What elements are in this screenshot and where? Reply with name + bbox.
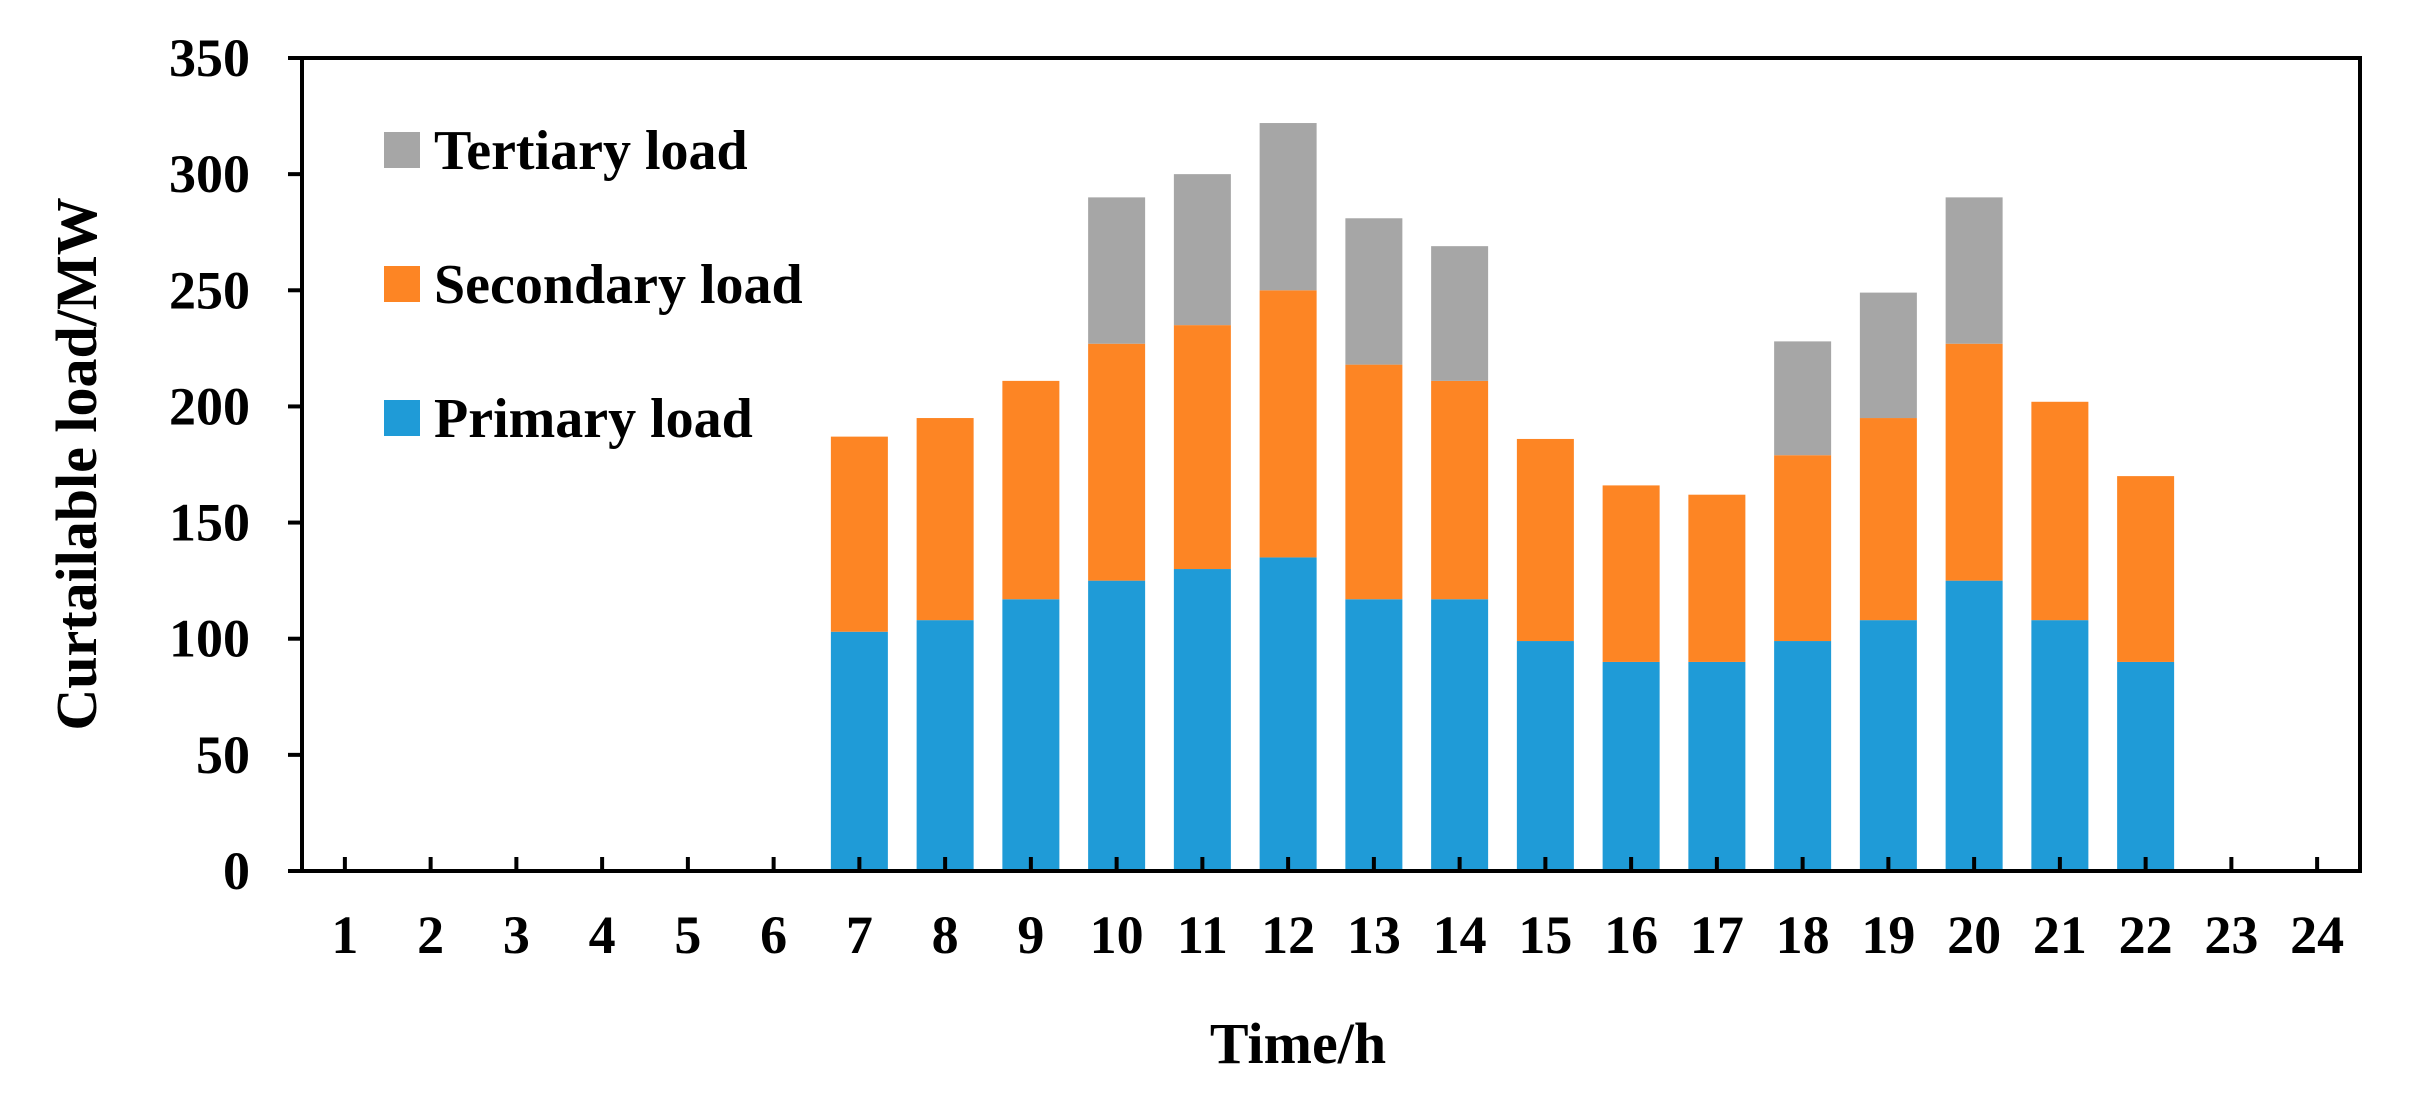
x-tick-label: 14 <box>1433 905 1487 965</box>
bar-tertiary-load-19 <box>1859 292 1917 419</box>
bar-secondary-load-22 <box>2117 476 2175 662</box>
x-tick-label: 9 <box>1017 905 1044 965</box>
x-tick-label: 2 <box>417 905 444 965</box>
bar-tertiary-load-20 <box>1945 197 2003 344</box>
legend-swatch-tertiary-load <box>384 132 420 168</box>
y-tick-label: 0 <box>223 841 250 901</box>
x-tick-label: 13 <box>1347 905 1401 965</box>
y-tick-label: 50 <box>196 725 250 785</box>
bar-secondary-load-14 <box>1431 380 1489 600</box>
bar-secondary-load-10 <box>1088 343 1146 581</box>
bars-layer <box>830 123 2175 871</box>
bar-secondary-load-19 <box>1859 418 1917 621</box>
x-tick-label: 1 <box>331 905 358 965</box>
y-tick-label: 350 <box>169 28 250 88</box>
bar-tertiary-load-11 <box>1173 174 1231 326</box>
bar-primary-load-8 <box>916 620 974 871</box>
bar-primary-load-19 <box>1859 620 1917 871</box>
bar-primary-load-14 <box>1431 599 1489 871</box>
bar-secondary-load-21 <box>2031 401 2089 621</box>
legend-label-primary-load: Primary load <box>434 388 753 450</box>
plot-area-frame <box>300 56 2362 873</box>
bar-tertiary-load-18 <box>1774 341 1832 456</box>
bar-primary-load-12 <box>1259 557 1317 871</box>
x-tick-label: 16 <box>1604 905 1658 965</box>
bar-secondary-load-9 <box>1002 380 1060 600</box>
bar-secondary-load-8 <box>916 418 974 621</box>
bar-primary-load-10 <box>1088 580 1146 871</box>
x-tick-label: 18 <box>1776 905 1830 965</box>
bar-secondary-load-16 <box>1602 485 1660 662</box>
bar-tertiary-load-10 <box>1088 197 1146 344</box>
bar-secondary-load-15 <box>1516 438 1574 642</box>
bar-tertiary-load-12 <box>1259 123 1317 291</box>
legend-swatch-secondary-load <box>384 266 420 302</box>
legend-swatch-primary-load <box>384 400 420 436</box>
y-tick-label: 150 <box>169 493 250 553</box>
bar-secondary-load-12 <box>1259 290 1317 558</box>
legend: Tertiary load Secondary load Primary load <box>384 120 803 450</box>
x-tick-label: 17 <box>1690 905 1744 965</box>
bar-secondary-load-7 <box>830 436 888 632</box>
x-tick-label: 19 <box>1861 905 1915 965</box>
bar-secondary-load-13 <box>1345 364 1403 600</box>
x-axis-title: Time/h <box>1210 1011 1386 1076</box>
bar-primary-load-20 <box>1945 580 2003 871</box>
x-tick-label: 3 <box>503 905 530 965</box>
y-tick-label: 250 <box>169 260 250 320</box>
x-tick-label: 12 <box>1261 905 1315 965</box>
bar-primary-load-11 <box>1173 569 1231 871</box>
x-tick-label: 8 <box>932 905 959 965</box>
bar-primary-load-15 <box>1516 641 1574 871</box>
bar-secondary-load-20 <box>1945 343 2003 581</box>
x-tick-label: 7 <box>846 905 873 965</box>
bar-primary-load-21 <box>2031 620 2089 871</box>
x-tick-label: 6 <box>760 905 787 965</box>
y-tick-label: 300 <box>169 144 250 204</box>
bar-secondary-load-18 <box>1774 455 1832 642</box>
bar-primary-load-17 <box>1688 661 1746 871</box>
bar-primary-load-7 <box>830 631 888 871</box>
legend-label-tertiary-load: Tertiary load <box>434 120 748 182</box>
x-tick-label: 10 <box>1090 905 1144 965</box>
x-tick-label: 22 <box>2119 905 2173 965</box>
bar-tertiary-load-14 <box>1431 246 1489 381</box>
y-tick-label: 200 <box>169 376 250 436</box>
x-tick-label: 24 <box>2290 905 2344 965</box>
y-axis-title: Curtailable load/MW <box>44 197 109 730</box>
x-tick-label: 20 <box>1947 905 2001 965</box>
x-tick-label: 15 <box>1518 905 1572 965</box>
bar-tertiary-load-13 <box>1345 218 1403 365</box>
bar-primary-load-22 <box>2117 661 2175 871</box>
legend-label-secondary-load: Secondary load <box>434 254 803 316</box>
y-tick-label: 100 <box>169 609 250 669</box>
x-tick-label: 21 <box>2033 905 2087 965</box>
bar-primary-load-16 <box>1602 661 1660 871</box>
x-axis: 1 2 3 4 5 6 7 8 9 10 11 12 13 14 15 16 17 18 19 20 21 22 23 24 <box>331 857 2344 965</box>
bar-primary-load-18 <box>1774 641 1832 871</box>
bar-secondary-load-11 <box>1173 325 1231 570</box>
x-tick-label: 4 <box>589 905 616 965</box>
x-tick-label: 5 <box>674 905 701 965</box>
y-axis: 0 50 100 150 200 250 300 350 <box>169 28 302 901</box>
bar-secondary-load-17 <box>1688 494 1746 662</box>
x-tick-label: 11 <box>1177 905 1228 965</box>
bar-primary-load-9 <box>1002 599 1060 871</box>
x-tick-label: 23 <box>2204 905 2258 965</box>
bar-primary-load-13 <box>1345 599 1403 871</box>
